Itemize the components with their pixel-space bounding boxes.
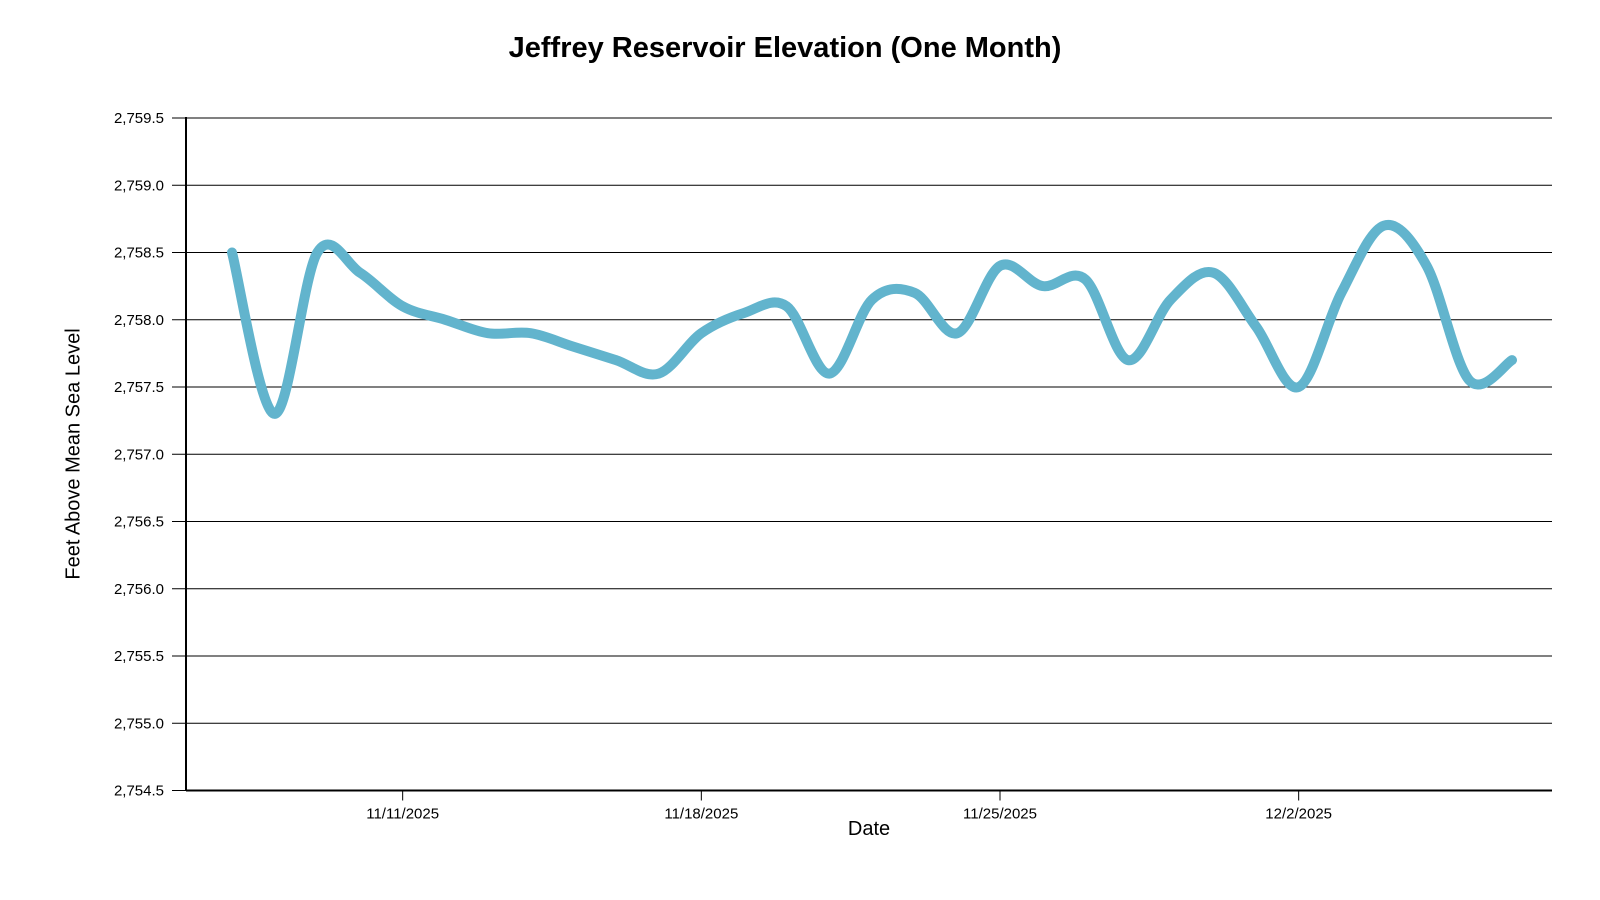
y-tick-label: 2,759.5 <box>114 110 164 127</box>
y-tick-label: 2,754.5 <box>114 783 164 800</box>
chart-title: Jeffrey Reservoir Elevation (One Month) <box>508 32 1062 64</box>
y-tick-label: 2,759.0 <box>114 177 164 194</box>
y-tick-label: 2,756.0 <box>114 581 164 598</box>
y-tick-label: 2,758.5 <box>114 245 164 262</box>
y-tick-label: 2,757.5 <box>114 379 164 396</box>
elevation-line <box>227 219 1517 419</box>
x-tick-label: 12/2/2025 <box>1265 806 1332 823</box>
y-tick-label: 2,755.5 <box>114 648 164 665</box>
y-tick-label: 2,757.0 <box>114 446 164 463</box>
x-tick-label: 11/18/2025 <box>664 806 738 823</box>
y-tick-label: 2,756.5 <box>114 514 164 531</box>
y-tick-label: 2,758.0 <box>114 312 164 329</box>
x-tick-label: 11/11/2025 <box>366 806 439 823</box>
y-tick-label: 2,755.0 <box>114 715 164 732</box>
x-axis-title: Date <box>847 818 891 840</box>
x-tick-label: 11/25/2025 <box>963 806 1037 823</box>
